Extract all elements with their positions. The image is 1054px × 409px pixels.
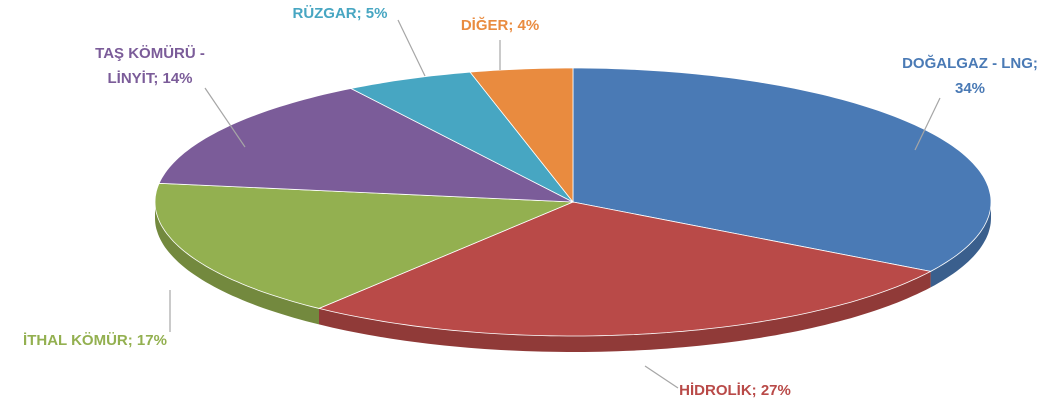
slice-side [155,202,319,325]
data-label-line: DİĞER; 4% [461,16,539,34]
slice [158,88,574,203]
leader-line [397,19,426,77]
leader-line [204,87,246,148]
slice [349,71,574,203]
slice [572,67,992,272]
leader-line [914,97,941,151]
data-label: RÜZGAR; 5% [292,5,387,22]
data-label-line: 34% [955,80,985,97]
data-label-line: HİDROLİK; 27% [679,382,791,399]
slice-side [319,271,931,352]
data-label: DİĞER; 4% [461,16,539,34]
data-label-line: LİNYİT; 14% [107,70,192,87]
data-label-line: DOĞALGAZ - LNG; [902,54,1038,72]
slice [154,182,574,309]
slice [317,201,932,337]
data-label: DOĞALGAZ - LNG; 34% [902,54,1038,97]
leader-line [644,365,679,389]
slice [469,67,574,204]
data-label-line: TAŞ KÖMÜRÜ - [95,45,205,62]
data-label-line: İTHAL KÖMÜR; 17% [23,332,167,349]
data-label: HİDROLİK; 27% [679,382,791,399]
data-label: İTHAL KÖMÜR; 17% [23,332,167,349]
data-label: TAŞ KÖMÜRÜ - LİNYİT; 14% [95,45,205,87]
slice-side [930,202,991,288]
data-label-line: RÜZGAR; 5% [292,5,387,22]
